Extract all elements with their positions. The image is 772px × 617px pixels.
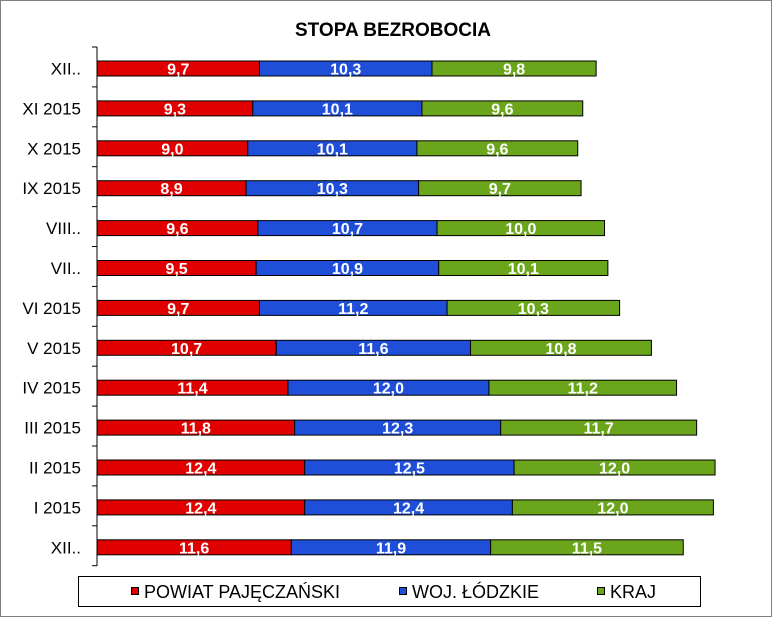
category-label: VI 2015: [22, 299, 81, 318]
bar-kraj: [511, 499, 714, 516]
category-label: XI 2015: [22, 99, 81, 118]
category-label: II 2015: [29, 459, 81, 478]
data-label-wojewodztwo: 12,4: [393, 500, 424, 517]
data-label-kraj: 10,8: [545, 341, 576, 358]
bar-kraj: [431, 60, 597, 77]
data-label-wojewodztwo: 11,9: [376, 540, 406, 557]
bar-kraj: [490, 539, 684, 556]
data-label-powiat: 9,7: [167, 301, 189, 318]
data-label-powiat: 10,7: [171, 341, 202, 358]
data-label-kraj: 9,7: [489, 181, 511, 198]
legend: POWIAT PAJĘCZAŃSKI WOJ. ŁÓDZKIE KRAJ: [78, 576, 701, 607]
category-label: IX 2015: [22, 179, 81, 198]
data-label-wojewodztwo: 12,0: [373, 381, 404, 398]
bar-kraj: [421, 100, 584, 117]
bar-kraj: [446, 299, 621, 316]
bar-kraj: [416, 140, 579, 157]
data-label-powiat: 12,4: [185, 461, 216, 478]
legend-label-wojewodztwo: WOJ. ŁÓDZKIE: [412, 582, 540, 602]
data-label-kraj: 11,7: [584, 421, 614, 438]
bar-kraj: [470, 339, 652, 356]
data-label-kraj: 10,0: [505, 221, 536, 238]
data-label-powiat: 12,4: [185, 500, 216, 517]
data-label-powiat: 11,6: [179, 540, 209, 557]
data-label-powiat: 11,8: [181, 421, 211, 438]
bar-kraj: [513, 459, 716, 476]
chart-title: STOPA BEZROBOCIA: [295, 20, 491, 41]
data-label-wojewodztwo: 10,9: [332, 261, 363, 278]
data-label-kraj: 12,0: [597, 500, 628, 517]
data-label-wojewodztwo: 12,3: [382, 421, 413, 438]
legend-label-kraj: KRAJ: [610, 582, 657, 602]
data-label-wojewodztwo: 10,1: [317, 141, 348, 158]
bar-kraj: [500, 419, 698, 436]
data-label-powiat: 11,4: [177, 381, 207, 398]
legend-label-powiat: POWIAT PAJĘCZAŃSKI: [144, 582, 341, 602]
data-label-powiat: 9,0: [161, 141, 183, 158]
data-label-powiat: 9,6: [166, 221, 188, 238]
data-label-kraj: 9,6: [486, 141, 508, 158]
bar-kraj: [488, 379, 678, 396]
category-label: III 2015: [24, 419, 81, 438]
data-label-wojewodztwo: 11,6: [358, 341, 388, 358]
category-label: VII..: [51, 259, 81, 278]
data-label-wojewodztwo: 10,3: [317, 181, 348, 198]
category-label: XII..: [51, 538, 81, 557]
data-label-kraj: 9,8: [503, 62, 525, 79]
data-label-wojewodztwo: 10,3: [330, 62, 361, 79]
category-label: IV 2015: [22, 379, 81, 398]
data-label-kraj: 12,0: [599, 461, 630, 478]
category-label: X 2015: [27, 139, 81, 158]
data-label-kraj: 10,1: [508, 261, 539, 278]
data-label-wojewodztwo: 10,1: [322, 101, 353, 118]
bar-kraj: [436, 220, 606, 237]
data-label-kraj: 9,6: [491, 101, 513, 118]
data-label-wojewodztwo: 10,7: [332, 221, 363, 238]
category-label: I 2015: [34, 498, 81, 517]
bar-kraj: [418, 180, 582, 197]
bar-kraj: [438, 260, 609, 276]
category-label: V 2015: [27, 339, 81, 358]
data-label-wojewodztwo: 11,2: [338, 301, 368, 318]
data-label-kraj: 11,5: [572, 540, 602, 557]
data-label-powiat: 9,5: [165, 261, 187, 278]
legend-swatch-kraj: [597, 587, 605, 595]
category-label: XII..: [51, 60, 81, 79]
data-label-powiat: 9,3: [164, 101, 186, 118]
legend-swatch-wojewodztwo: [399, 587, 407, 595]
category-label: VIII..: [46, 219, 81, 238]
data-label-powiat: 8,9: [160, 181, 182, 198]
data-label-powiat: 9,7: [167, 62, 189, 79]
legend-swatch-powiat: [131, 587, 139, 595]
data-label-kraj: 10,3: [518, 301, 549, 318]
data-label-kraj: 11,2: [568, 381, 598, 398]
data-label-wojewodztwo: 12,5: [394, 461, 425, 478]
